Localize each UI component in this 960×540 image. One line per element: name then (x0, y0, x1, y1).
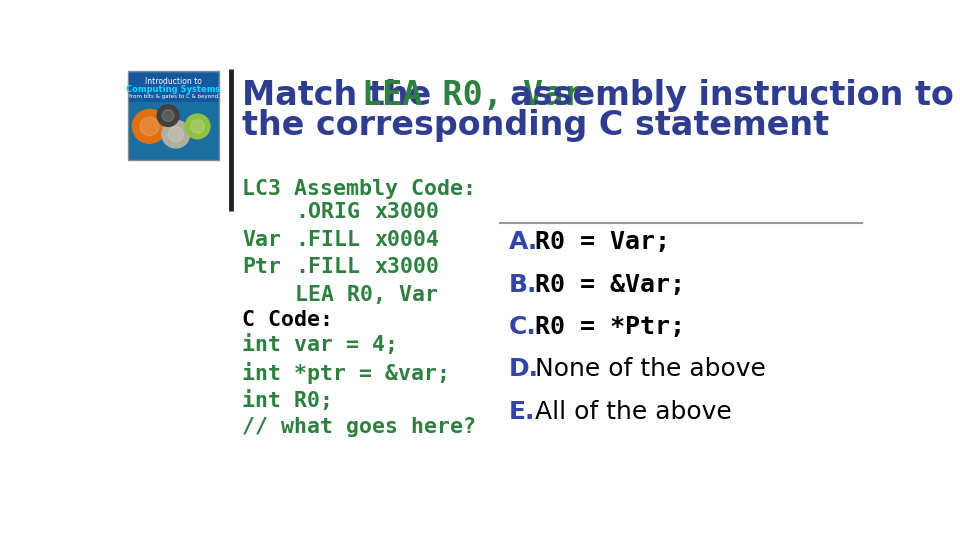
Text: x3000: x3000 (374, 257, 440, 278)
Text: Var: Var (243, 230, 281, 249)
Text: x3000: x3000 (374, 202, 440, 222)
Text: All of the above: All of the above (536, 400, 732, 424)
Text: B.: B. (509, 273, 538, 296)
Text: R0 = Var;: R0 = Var; (536, 231, 670, 254)
Text: from bits & gates to C & beyond: from bits & gates to C & beyond (129, 94, 218, 99)
Circle shape (162, 110, 174, 122)
Text: Ptr: Ptr (243, 257, 281, 278)
Text: x0004: x0004 (374, 230, 440, 249)
Text: R0 = &Var;: R0 = &Var; (536, 273, 685, 296)
Text: int var = 4;: int var = 4; (243, 334, 398, 355)
Text: A.: A. (509, 231, 539, 254)
Text: // what goes here?: // what goes here? (243, 417, 476, 437)
Circle shape (157, 105, 179, 126)
Circle shape (185, 114, 210, 139)
Circle shape (168, 126, 183, 141)
Text: LEA R0, Var: LEA R0, Var (362, 79, 583, 112)
Text: LEA R0, Var: LEA R0, Var (295, 285, 438, 305)
FancyBboxPatch shape (130, 72, 218, 102)
Text: .FILL: .FILL (295, 230, 360, 249)
Text: LC3 Assembly Code:: LC3 Assembly Code: (243, 179, 476, 199)
Circle shape (132, 110, 166, 143)
Circle shape (140, 117, 158, 136)
FancyBboxPatch shape (128, 71, 219, 159)
Circle shape (191, 120, 204, 133)
Text: Introduction to: Introduction to (145, 77, 202, 86)
Text: E.: E. (509, 400, 536, 424)
Text: Match the: Match the (243, 79, 444, 112)
Text: int R0;: int R0; (243, 390, 333, 411)
Text: the corresponding C statement: the corresponding C statement (243, 110, 829, 143)
Text: C.: C. (509, 315, 537, 339)
Text: int *ptr = &var;: int *ptr = &var; (243, 362, 450, 384)
Text: C Code:: C Code: (243, 309, 333, 329)
Circle shape (162, 120, 190, 148)
Text: R0 = *Ptr;: R0 = *Ptr; (536, 315, 685, 339)
Text: None of the above: None of the above (536, 357, 766, 381)
Text: assembly instruction to: assembly instruction to (487, 79, 953, 112)
Text: .ORIG: .ORIG (295, 202, 360, 222)
Text: Computing Systems: Computing Systems (127, 85, 221, 94)
Text: D.: D. (509, 357, 540, 381)
Text: .FILL: .FILL (295, 257, 360, 278)
